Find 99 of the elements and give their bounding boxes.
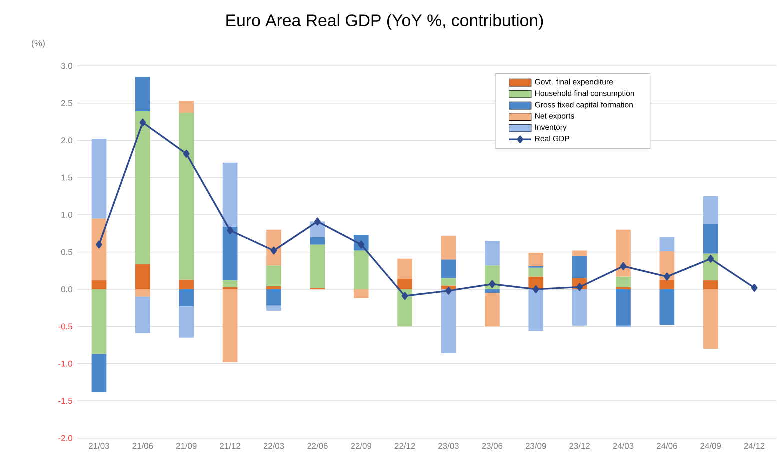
bar: [398, 289, 412, 326]
bar: [616, 289, 631, 326]
bar: [310, 244, 326, 288]
bar: [136, 289, 150, 297]
y-tick-label: 2.0: [62, 137, 72, 144]
bar: [354, 289, 369, 298]
point: [751, 284, 758, 292]
bar: [572, 250, 588, 256]
bar: [179, 280, 194, 290]
x-tick-label: 24/12: [744, 442, 765, 449]
y-tick-label: -1.5: [58, 398, 72, 404]
x-tick-label: 23/12: [570, 442, 590, 449]
y-tick-label: 1.5: [62, 174, 72, 181]
bar: [616, 276, 631, 288]
point: [446, 286, 452, 295]
bar: [572, 289, 588, 326]
bar: [660, 280, 675, 290]
point: [140, 118, 146, 126]
bar: [398, 278, 412, 290]
y-axis-title: (%): [32, 40, 45, 48]
point: [227, 226, 234, 234]
bar: [179, 112, 194, 280]
bar: [136, 296, 150, 334]
x-tick-label: 24/06: [657, 442, 678, 449]
y-tick-label: 1.0: [62, 212, 72, 218]
x-tick-label: 21/09: [176, 442, 197, 449]
bar: [266, 265, 282, 286]
bar: [136, 77, 150, 112]
bar: [92, 354, 107, 392]
bar: [703, 224, 718, 254]
bar: [222, 280, 238, 288]
x-tick-label: 22/12: [394, 442, 416, 449]
x-tick-label: 24/09: [700, 442, 722, 449]
point: [620, 262, 627, 270]
y-tick-label: 3.0: [61, 62, 72, 69]
point: [576, 283, 583, 291]
bar: [572, 256, 588, 278]
x-tick-label: 23/03: [438, 442, 459, 449]
bar: [441, 278, 456, 286]
bar: [485, 289, 500, 293]
bar: [222, 226, 238, 280]
bar: [703, 280, 718, 290]
bar: [179, 306, 194, 338]
bar: [528, 268, 544, 277]
bar: [266, 286, 282, 290]
point: [664, 272, 670, 281]
bar: [266, 289, 282, 306]
bar: [222, 162, 238, 227]
bar: [616, 230, 631, 277]
point: [708, 254, 714, 263]
bar: [660, 237, 675, 252]
bar: [441, 236, 456, 260]
point: [183, 150, 190, 158]
bar: [266, 306, 282, 311]
x-tick-label: 21/03: [89, 442, 110, 449]
y-tick-label: -1.0: [58, 360, 72, 367]
bar: [310, 237, 326, 245]
bar: [703, 196, 718, 224]
bar: [398, 258, 412, 279]
bar: [528, 252, 544, 266]
bar: [179, 100, 194, 113]
bar: [354, 250, 369, 290]
bar: [136, 111, 150, 264]
x-tick-label: 21/06: [132, 442, 154, 449]
y-tick-label: 0.0: [61, 286, 72, 292]
x-tick-label: 22/06: [308, 442, 328, 449]
bar: [179, 289, 194, 306]
bar: [528, 289, 544, 331]
chart-title: Euro Area Real GDP (YoY %, contribution): [226, 14, 544, 30]
bar: [92, 280, 107, 290]
bar: [660, 289, 675, 325]
bar: [485, 240, 500, 266]
point: [270, 246, 278, 255]
x-tick-label: 23/06: [482, 442, 503, 449]
y-tick-label: 0.5: [61, 249, 72, 256]
x-tick-label: 24/03: [613, 442, 634, 449]
y-tick-label: -2.0: [58, 435, 72, 442]
bar: [703, 289, 718, 349]
y-tick-label: -0.5: [58, 324, 72, 330]
bar: [441, 259, 456, 278]
x-tick-label: 23/09: [526, 442, 546, 449]
point: [96, 240, 102, 249]
bar: [222, 289, 238, 362]
point: [358, 240, 365, 249]
point: [402, 292, 408, 300]
point: [314, 218, 321, 226]
bar: [485, 292, 500, 326]
bar: [92, 138, 107, 219]
x-tick-label: 22/03: [264, 442, 284, 449]
point: [532, 285, 540, 294]
bar: [92, 218, 107, 280]
bar: [136, 264, 150, 290]
bar: [92, 289, 107, 354]
x-tick-label: 22/09: [351, 442, 372, 449]
point: [489, 280, 496, 288]
bar: [441, 289, 456, 354]
y-tick-label: 2.5: [62, 100, 72, 106]
x-tick-label: 21/12: [220, 442, 240, 449]
bar: [266, 230, 282, 266]
